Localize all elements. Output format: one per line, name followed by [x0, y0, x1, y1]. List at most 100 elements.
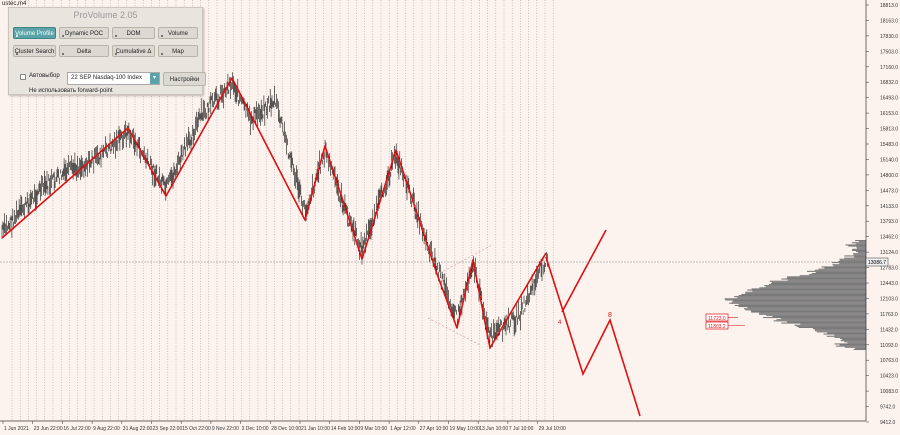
- volume-bar: [758, 313, 866, 315]
- volume-bar: [852, 248, 866, 250]
- provolume-panel[interactable]: ProVolume 2.05 Volume Profile Dynamic PO…: [8, 7, 206, 95]
- volume-bar: [853, 254, 866, 256]
- time-tick-label: 9 Nov 22:00: [212, 426, 239, 432]
- volume-bar: [786, 277, 866, 279]
- time-tick-label: 19 May 10:00: [450, 426, 481, 432]
- dynamic-poc-button[interactable]: Dynamic POC: [59, 27, 109, 39]
- button-dot-icon: [62, 53, 64, 55]
- volume-bar: [759, 287, 866, 289]
- volume-bar: [854, 256, 866, 258]
- price-tick-label: 11763.0: [880, 312, 898, 318]
- volume-bar: [852, 249, 866, 251]
- volume-bar: [844, 341, 866, 343]
- volume-bar: [833, 265, 866, 267]
- channel-lower: [427, 317, 481, 346]
- price-tick-label: 9412.0: [880, 420, 896, 426]
- price-tick-label: 17830.0: [880, 34, 898, 40]
- price-tick-label: 11093.0: [880, 343, 898, 349]
- time-tick-label: 13 Jun 10:00: [479, 426, 508, 432]
- volume-bar: [808, 274, 866, 276]
- volume-bar: [855, 240, 866, 242]
- price-tick-label: 15813.0: [880, 127, 898, 133]
- price-tick-label: 10423.0: [880, 374, 898, 380]
- volume-bar: [856, 247, 866, 249]
- symbol-select[interactable]: 22 SEP Nasdaq-100 Index ▾: [67, 72, 160, 85]
- symbol-select-value: 22 SEP Nasdaq-100 Index: [71, 75, 142, 81]
- volume-bar: [764, 285, 866, 287]
- volume-bar: [731, 301, 866, 303]
- volume-bar: [845, 244, 866, 246]
- price-tick-label: 12103.0: [880, 296, 898, 302]
- chevron-down-icon[interactable]: ▾: [150, 73, 159, 84]
- volume-profile-button[interactable]: Volume Profile: [13, 27, 56, 39]
- map-button[interactable]: Map: [158, 45, 198, 57]
- price-tick-label: 18813.0: [880, 3, 898, 9]
- price-tick-label: 9742.0: [880, 405, 896, 411]
- time-tick-label: 16 Jul 22:00: [63, 426, 90, 432]
- button-dot-icon: [161, 53, 163, 55]
- volume-bar: [738, 295, 866, 297]
- forward-point-label: Не использовать forward-point: [29, 88, 113, 94]
- volume-bar: [776, 319, 866, 321]
- button-dot-icon: [16, 53, 18, 55]
- volume-bar: [771, 281, 866, 283]
- volume-profile-histogram: [724, 240, 866, 350]
- forecast-down-line: [545, 256, 641, 417]
- price-axis: 18813.0 18163.0 17830.0 17503.0 17160.0 16832…: [866, 3, 898, 426]
- volume-bar: [807, 270, 866, 272]
- time-axis: 1 Jun 2021 23 Jun 22:00 16 Jul 22:00 9 Aug …: [2, 421, 566, 432]
- forward-point-checkbox[interactable]: [20, 88, 26, 94]
- volume-bar: [839, 337, 866, 339]
- price-tick-label: 17503.0: [880, 49, 898, 55]
- price-tick-label: 15140.0: [880, 157, 898, 163]
- price-tick-label: 15483.0: [880, 142, 898, 148]
- volume-bar: [773, 320, 866, 322]
- volume-bar: [839, 344, 866, 346]
- price-tick-label: 17160.0: [880, 65, 898, 71]
- time-tick-label: 3 Dec 10:00: [242, 426, 269, 432]
- settings-button[interactable]: Настройки: [163, 72, 206, 86]
- volume-bar: [766, 314, 866, 316]
- price-tick-label: 16832.0: [880, 80, 898, 86]
- volume-bar: [824, 267, 866, 269]
- volume-button[interactable]: Volume: [158, 27, 198, 39]
- volume-bar: [840, 340, 866, 342]
- volume-bar: [844, 257, 866, 259]
- cumulative-delta-button[interactable]: Cumulative Δ: [112, 45, 155, 57]
- price-tick-label: 11432.0: [880, 327, 898, 333]
- cluster-search-button[interactable]: Cluster Search: [13, 45, 56, 57]
- volume-bar: [855, 347, 866, 349]
- volume-bar: [732, 300, 866, 302]
- volume-bar: [741, 293, 866, 295]
- delta-button[interactable]: Delta: [59, 45, 109, 57]
- zigzag-wave-line: [1, 77, 547, 349]
- volume-bar: [816, 331, 866, 333]
- price-tick-label: 16153.0: [880, 111, 898, 117]
- volume-bar: [814, 269, 866, 271]
- auto-select-checkbox[interactable]: [20, 74, 26, 80]
- volume-bar: [838, 260, 866, 262]
- price-tick-label: 10083.0: [880, 389, 898, 395]
- volume-bar: [818, 268, 866, 270]
- forecast-small-marker: 4: [558, 320, 562, 326]
- forecast-marker: 8: [608, 312, 612, 319]
- volume-bar: [781, 322, 866, 324]
- volume-bar: [747, 307, 866, 309]
- price-tick-label: 12443.0: [880, 281, 898, 287]
- volume-bar: [781, 278, 866, 280]
- volume-bar: [799, 275, 866, 277]
- volume-bar: [842, 339, 866, 341]
- time-tick-label: 21 Jan 10:00: [301, 426, 330, 432]
- volume-bar: [814, 329, 866, 331]
- volume-bar: [751, 311, 866, 313]
- svg-text:11803.2: 11803.2: [708, 324, 726, 330]
- dom-button[interactable]: DOM: [112, 27, 155, 39]
- volume-bar: [844, 255, 866, 257]
- price-tick-label: 13124.0: [880, 250, 898, 256]
- volume-bar: [750, 310, 866, 312]
- panel-title: ProVolume 2.05: [73, 10, 138, 20]
- volume-bar: [738, 303, 866, 305]
- volume-bar: [734, 304, 866, 306]
